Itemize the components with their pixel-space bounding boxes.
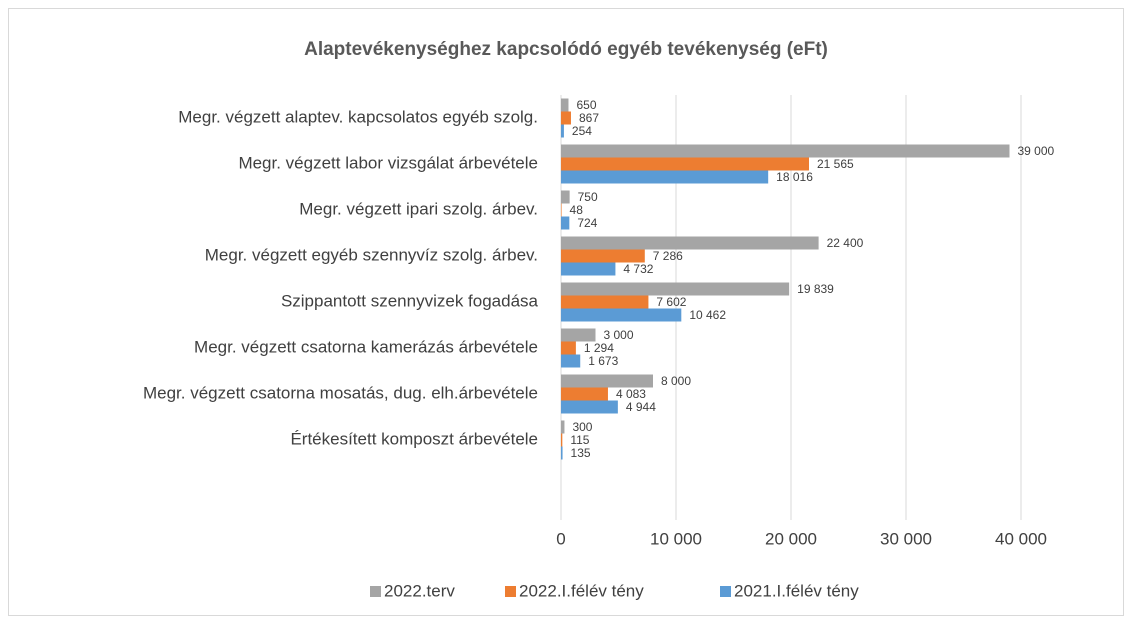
- value-label: 21 565: [817, 157, 854, 171]
- value-label: 867: [579, 111, 599, 125]
- x-tick-label: 10 000: [650, 529, 702, 548]
- bar: [561, 111, 571, 125]
- bar: [561, 433, 563, 447]
- value-label: 7 286: [653, 249, 683, 263]
- bar: [561, 236, 819, 250]
- y-tick-label: Megr. végzett alaptev. kapcsolatos egyéb…: [178, 107, 538, 126]
- value-label: 39 000: [1018, 144, 1055, 158]
- bar: [561, 374, 653, 388]
- value-label: 4 732: [623, 262, 653, 276]
- value-label: 1 294: [584, 341, 614, 355]
- bar: [561, 354, 581, 368]
- y-tick-label: Megr. végzett ipari szolg. árbev.: [299, 199, 538, 218]
- legend-swatch: [505, 586, 516, 597]
- value-label: 254: [572, 124, 592, 138]
- value-label: 19 839: [797, 282, 834, 296]
- bar: [561, 262, 616, 276]
- bar: [561, 249, 645, 263]
- bar: [561, 295, 649, 309]
- bar: [561, 124, 564, 138]
- value-label: 115: [570, 433, 589, 447]
- bar: [561, 400, 618, 414]
- legend-label: 2022.I.félév tény: [519, 581, 644, 600]
- bar: [561, 144, 1010, 158]
- value-label: 135: [571, 446, 591, 460]
- legend-label: 2021.I.félév tény: [734, 581, 859, 600]
- value-label: 3 000: [604, 328, 634, 342]
- bar: [561, 190, 570, 204]
- x-tick-label: 30 000: [880, 529, 932, 548]
- value-label: 1 673: [588, 354, 618, 368]
- y-tick-label: Szippantott szennyvizek fogadása: [281, 291, 539, 310]
- value-label: 22 400: [827, 236, 864, 250]
- y-tick-label: Értékesített komposzt árbevétele: [290, 429, 538, 448]
- value-label: 724: [577, 216, 597, 230]
- bar: [561, 170, 769, 184]
- x-tick-label: 20 000: [765, 529, 817, 548]
- y-tick-label: Megr. végzett labor vizsgálat árbevétele: [238, 153, 538, 172]
- x-tick-label: 40 000: [995, 529, 1047, 548]
- value-label: 4 083: [616, 387, 646, 401]
- chart-title: Alaptevékenységhez kapcsolódó egyéb tevé…: [304, 39, 828, 60]
- legend-label: 2022.terv: [384, 581, 455, 600]
- y-tick-label: Megr. végzett egyéb szennyvíz szolg. árb…: [205, 245, 538, 264]
- value-label: 8 000: [661, 374, 691, 388]
- bar: [561, 341, 576, 355]
- legend-swatch: [370, 586, 381, 597]
- bar: [561, 157, 809, 171]
- bar: [561, 308, 682, 322]
- value-label: 750: [578, 190, 598, 204]
- bar: [561, 282, 790, 296]
- legend-swatch: [720, 586, 731, 597]
- x-tick-label: 0: [556, 529, 565, 548]
- y-tick-label: Megr. végzett csatorna kamerázás árbevét…: [194, 337, 538, 356]
- bar: [561, 216, 570, 230]
- value-label: 650: [576, 98, 596, 112]
- value-label: 48: [570, 203, 584, 217]
- bar: [561, 203, 562, 217]
- value-label: 10 462: [689, 308, 726, 322]
- bar: [561, 328, 596, 342]
- bar: [561, 446, 563, 460]
- bar: [561, 387, 608, 401]
- value-label: 300: [572, 420, 592, 434]
- value-label: 4 944: [626, 400, 656, 414]
- bar: [561, 98, 569, 112]
- bar: [561, 420, 565, 434]
- value-label: 18 016: [776, 170, 813, 184]
- value-label: 7 602: [656, 295, 686, 309]
- y-tick-label: Megr. végzett csatorna mosatás, dug. elh…: [143, 383, 538, 402]
